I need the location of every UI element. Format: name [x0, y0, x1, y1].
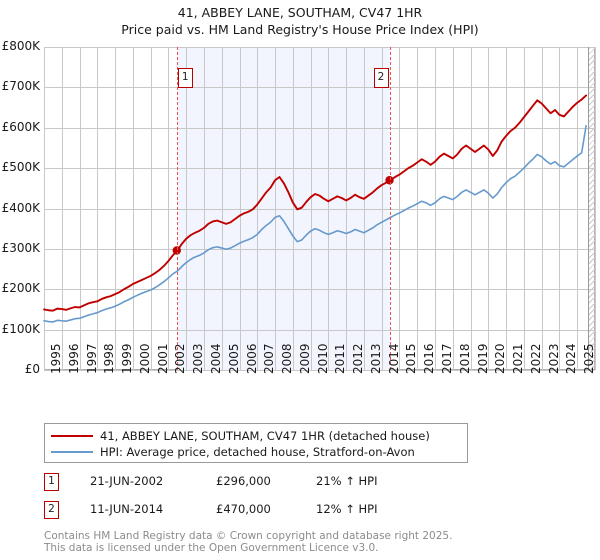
transaction-event-line-1 — [176, 47, 178, 370]
y-axis-tick-label: £0 — [24, 362, 40, 376]
gridline-horizontal — [44, 289, 595, 291]
attribution-footer: Contains HM Land Registry data © Crown c… — [44, 530, 584, 554]
y-axis-tick-label: £400K — [1, 200, 40, 215]
transaction-price-2: £470,000 — [216, 502, 271, 516]
transaction-date-1: 21-JUN-2002 — [90, 474, 164, 488]
title-line-2: Price paid vs. HM Land Registry's House … — [121, 22, 479, 37]
y-axis-tick-label: £100K — [1, 321, 40, 336]
table-row[interactable]: 2 11-JUN-2014 £470,000 12% ↑ HPI — [44, 500, 474, 528]
y-axis-tick-label: £800K — [1, 39, 40, 53]
title-line-1: 41, ABBEY LANE, SOUTHAM, CV47 1HR — [177, 5, 423, 20]
transaction-event-line-2 — [389, 47, 391, 370]
y-axis-tick-label: £600K — [1, 119, 40, 134]
transaction-hpi-delta-1: 21% ↑ HPI — [316, 474, 378, 488]
legend-item-hpi: HPI: Average price, detached house, Stra… — [51, 444, 467, 460]
gridline-horizontal — [44, 87, 595, 89]
page-title: 41, ABBEY LANE, SOUTHAM, CV47 1HR Price … — [0, 4, 600, 38]
gridline-horizontal — [44, 47, 595, 48]
transaction-badge-2: 2 — [44, 501, 59, 519]
table-row[interactable]: 1 21-JUN-2002 £296,000 21% ↑ HPI — [44, 472, 474, 500]
transaction-hpi-delta-2: 12% ↑ HPI — [316, 502, 378, 516]
legend-label-property: 41, ABBEY LANE, SOUTHAM, CV47 1HR (detac… — [100, 429, 430, 443]
transaction-date-2: 11-JUN-2014 — [90, 502, 164, 516]
y-axis-tick-label: £500K — [1, 160, 40, 175]
gridline-vertical — [595, 47, 596, 370]
y-axis-tick-label: £700K — [1, 79, 40, 94]
series-line-hpi — [43, 124, 587, 323]
footer-line-1: Contains HM Land Registry data © Crown c… — [44, 530, 453, 542]
footer-line-2: This data is licensed under the Open Gov… — [44, 542, 379, 554]
gridline-horizontal — [44, 248, 595, 250]
legend-label-hpi: HPI: Average price, detached house, Stra… — [100, 445, 415, 459]
chart-legend: 41, ABBEY LANE, SOUTHAM, CV47 1HR (detac… — [44, 423, 468, 463]
series-lines — [43, 94, 588, 323]
gridline-horizontal — [44, 370, 595, 371]
gridline-horizontal — [44, 127, 595, 129]
transaction-badge-1: 1 — [44, 473, 59, 491]
transactions-table: 1 21-JUN-2002 £296,000 21% ↑ HPI 2 11-JU… — [44, 472, 474, 528]
transaction-price-1: £296,000 — [216, 474, 271, 488]
legend-item-property: 41, ABBEY LANE, SOUTHAM, CV47 1HR (detac… — [51, 428, 467, 444]
legend-swatch-property — [51, 435, 93, 437]
transaction-flag-2[interactable]: 2 — [373, 68, 389, 88]
gridline-horizontal — [44, 168, 595, 170]
legend-swatch-hpi — [51, 451, 93, 453]
transaction-flag-1[interactable]: 1 — [177, 68, 193, 88]
series-line-property — [43, 94, 588, 312]
gridline-horizontal — [44, 329, 595, 331]
no-data-hatch-region — [587, 47, 595, 370]
gridline-horizontal — [44, 208, 595, 210]
y-axis-tick-label: £300K — [1, 240, 40, 255]
y-axis-tick-label: £200K — [1, 281, 40, 296]
